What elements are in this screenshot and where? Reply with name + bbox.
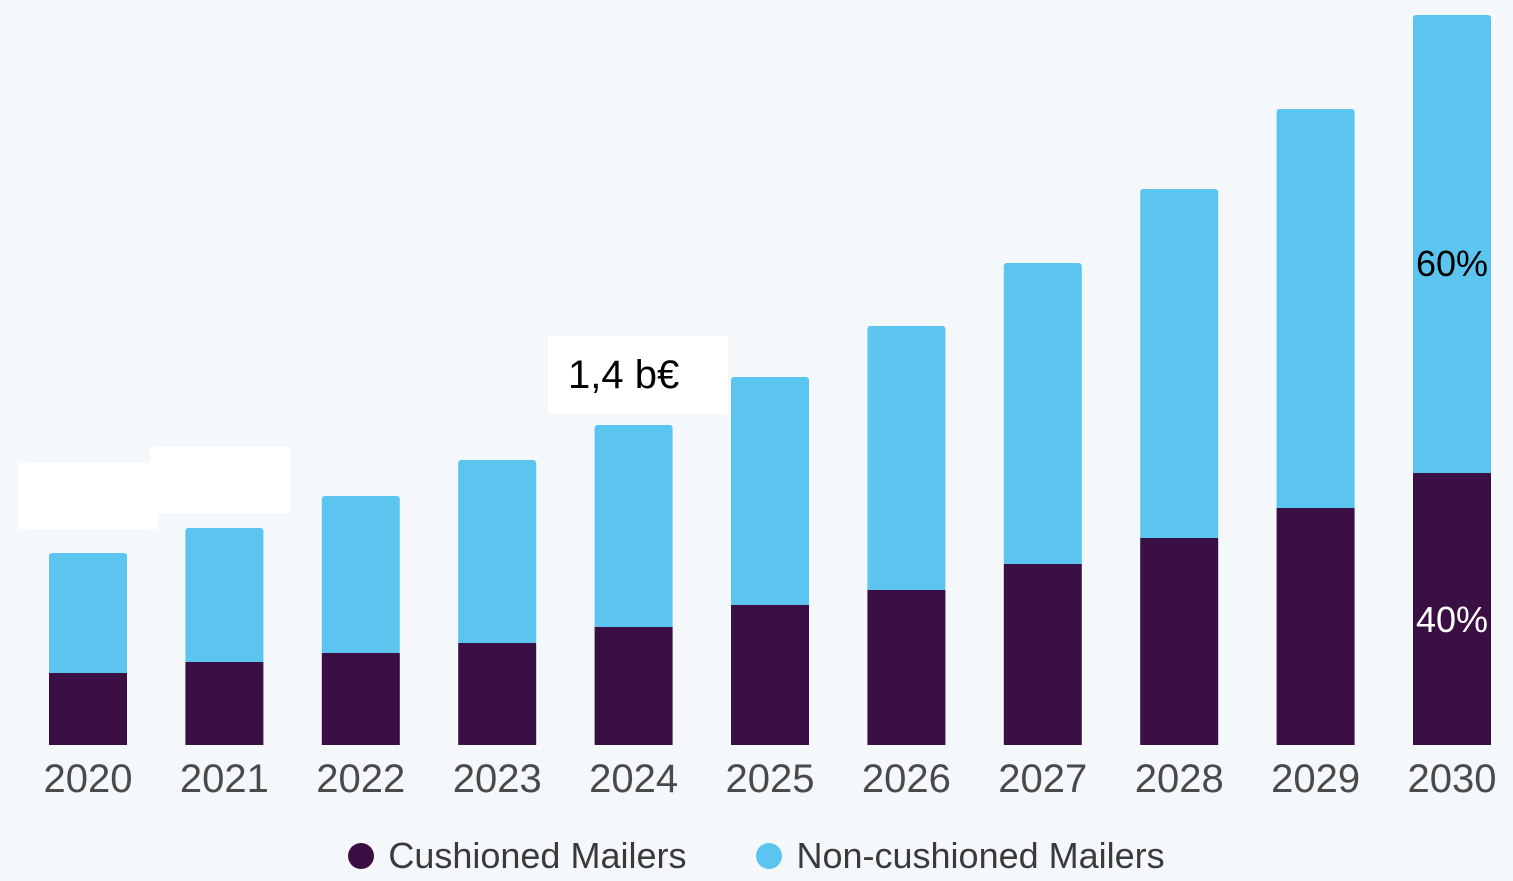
x-tick-label: 2026: [862, 757, 951, 801]
x-tick-label: 2029: [1271, 757, 1360, 801]
bar-non-cushioned-2027: [1003, 263, 1082, 566]
x-tick-label: 2020: [44, 757, 133, 801]
label-mask-left: [18, 463, 158, 529]
x-tick-label: 2030: [1408, 757, 1497, 801]
bar-cushioned-2027: [1003, 564, 1082, 745]
bar-non-cushioned-2024: [594, 425, 673, 629]
bar-cushioned-2022: [321, 653, 400, 745]
bar-cushioned-2020: [49, 673, 127, 745]
bar-cushioned-2021: [185, 662, 264, 745]
x-tick-label: 2028: [1135, 757, 1224, 801]
x-tick-label: 2024: [589, 757, 678, 801]
legend: Cushioned Mailers Non-cushioned Mailers: [0, 832, 1513, 880]
x-tick-label: 2025: [726, 757, 815, 801]
x-tick-label: 2022: [316, 757, 405, 801]
callout-2024: 1,4 b€: [548, 336, 728, 414]
bar-cushioned-2030: [1413, 473, 1491, 745]
non-cushioned-dot-icon: [756, 843, 783, 869]
bar-non-cushioned-2025: [731, 377, 809, 607]
x-tick-label: 2023: [453, 757, 542, 801]
bar-cushioned-2024: [594, 627, 673, 745]
bar-cushioned-2028: [1140, 538, 1219, 745]
share-label-non-cushioned: 60%: [1416, 243, 1488, 284]
bar-non-cushioned-2023: [458, 460, 537, 645]
bar-cushioned-2026: [867, 590, 946, 745]
legend-item-non-cushioned: Non-cushioned Mailers: [756, 835, 1165, 877]
label-mask-right: [150, 447, 290, 513]
bar-cushioned-2029: [1276, 508, 1355, 745]
bar-cushioned-2025: [731, 605, 809, 745]
bar-non-cushioned-2029: [1276, 109, 1355, 510]
x-tick-label: 2021: [180, 757, 269, 801]
callout-text: 1,4 b€: [568, 352, 680, 397]
cushioned-dot-icon: [348, 843, 375, 869]
bar-non-cushioned-2022: [321, 496, 400, 655]
bar-non-cushioned-2030: [1413, 15, 1491, 475]
bar-non-cushioned-2021: [185, 528, 264, 664]
legend-item-cushioned: Cushioned Mailers: [348, 835, 686, 877]
bar-non-cushioned-2020: [49, 553, 127, 675]
bar-cushioned-2023: [458, 643, 537, 745]
share-label-cushioned: 40%: [1416, 599, 1488, 640]
legend-label-non-cushioned: Non-cushioned Mailers: [796, 835, 1165, 876]
x-tick-label: 2027: [998, 757, 1087, 801]
legend-label-cushioned: Cushioned Mailers: [388, 835, 687, 876]
bar-non-cushioned-2026: [867, 326, 946, 592]
bar-non-cushioned-2028: [1140, 189, 1219, 540]
